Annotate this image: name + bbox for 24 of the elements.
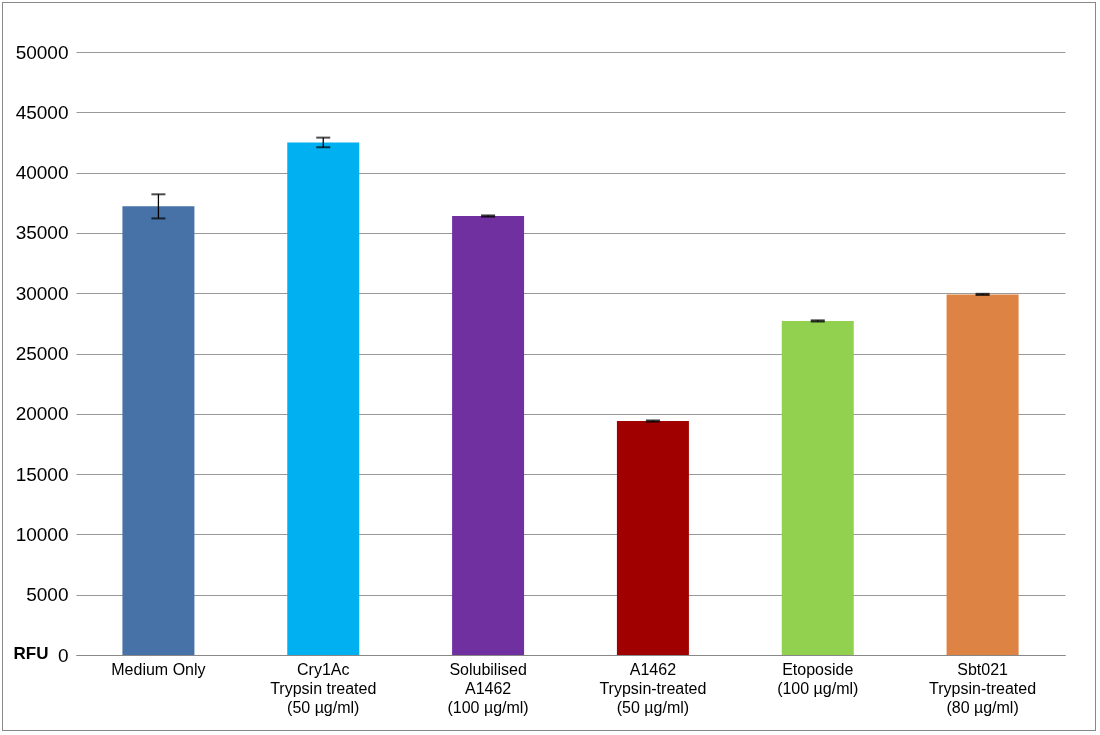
- y-tick-label: 30000: [15, 282, 69, 304]
- bar: [781, 320, 854, 655]
- bar: [452, 216, 525, 655]
- y-tick-label: 10000: [15, 523, 69, 545]
- y-tick-label: 45000: [15, 101, 69, 123]
- y-axis-title: RFU: [13, 643, 49, 663]
- y-tick-label: 0: [57, 644, 69, 666]
- y-tick-label: 20000: [15, 403, 69, 425]
- y-tick-label: 5000: [26, 584, 69, 606]
- y-tick-label: 35000: [15, 222, 69, 244]
- x-tick-label: Medium Only: [111, 660, 206, 678]
- y-tick-label: 25000: [15, 343, 69, 364]
- y-tick-label: 40000: [15, 162, 69, 184]
- x-tick-label: Solubilised A1462 (100 µg/ml): [447, 660, 529, 716]
- x-tick-label: Cry1Ac Trypsin treated (50 µg/ml): [270, 660, 377, 716]
- x-tick-label: A1462 Trypsin-treated (50 µg/ml): [599, 660, 707, 716]
- y-tick-label: 50000: [15, 41, 69, 63]
- x-tick-label: Sbt021 Trypsin-treated (80 µg/ml): [929, 660, 1037, 716]
- bar: [946, 294, 1019, 655]
- bar: [287, 142, 360, 655]
- bar: [122, 206, 195, 655]
- bar: [616, 421, 689, 655]
- x-tick-label: Etoposide (100 µg/ml): [777, 660, 859, 697]
- y-tick-label: 15000: [15, 463, 69, 485]
